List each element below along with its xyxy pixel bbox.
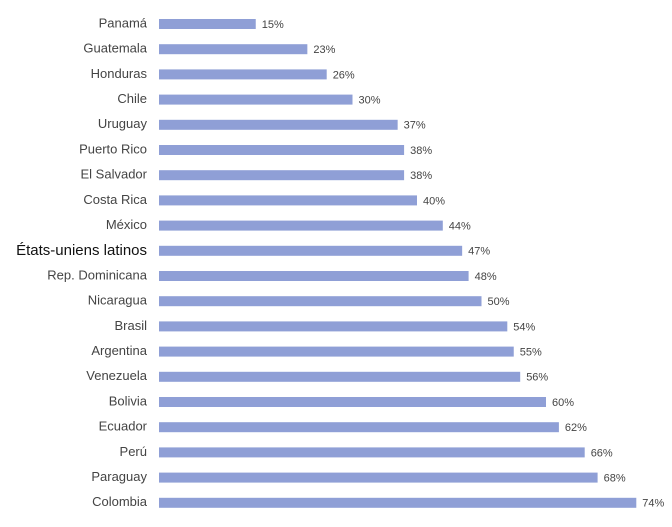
category-label: Ecuador bbox=[99, 419, 148, 434]
value-label: 44% bbox=[449, 221, 471, 233]
category-label: Paraguay bbox=[91, 469, 147, 484]
value-label: 50% bbox=[488, 296, 510, 308]
bar bbox=[159, 119, 398, 130]
bar bbox=[159, 472, 598, 483]
category-label: Guatemala bbox=[83, 41, 147, 56]
bar bbox=[159, 69, 327, 80]
value-label: 60% bbox=[552, 397, 574, 409]
bar bbox=[159, 397, 546, 407]
category-label: Puerto Rico bbox=[79, 141, 147, 156]
value-label: 37% bbox=[404, 120, 426, 132]
value-label: 54% bbox=[513, 321, 535, 333]
bar bbox=[159, 220, 443, 231]
value-label: 56% bbox=[526, 372, 548, 384]
category-label: Argentina bbox=[91, 343, 147, 358]
bar bbox=[159, 321, 508, 332]
bar bbox=[159, 170, 405, 181]
category-label: Rep. Dominicana bbox=[47, 267, 147, 282]
bar bbox=[159, 195, 417, 206]
category-label: Nicaragua bbox=[88, 293, 148, 308]
category-label: Costa Rica bbox=[83, 192, 147, 207]
value-label: 62% bbox=[565, 422, 587, 434]
bar bbox=[159, 447, 585, 458]
category-label: Honduras bbox=[91, 66, 148, 81]
category-label: Bolivia bbox=[109, 393, 148, 408]
value-label: 40% bbox=[423, 195, 445, 207]
bar bbox=[159, 371, 521, 382]
bar bbox=[159, 497, 637, 508]
value-label: 66% bbox=[591, 447, 613, 459]
bar bbox=[159, 19, 256, 29]
category-label: Colombia bbox=[92, 494, 148, 509]
value-label: 48% bbox=[475, 271, 497, 283]
value-label: 15% bbox=[262, 19, 284, 31]
bar bbox=[159, 346, 514, 357]
bar bbox=[159, 44, 308, 55]
value-label: 68% bbox=[604, 473, 626, 485]
category-label: Uruguay bbox=[98, 116, 148, 131]
category-label: Brasil bbox=[114, 318, 147, 333]
bar bbox=[159, 94, 353, 105]
value-label: 26% bbox=[333, 69, 355, 81]
category-label: Perú bbox=[120, 444, 147, 459]
bar bbox=[159, 296, 482, 307]
value-label: 55% bbox=[520, 347, 542, 359]
bar bbox=[159, 422, 559, 433]
category-label: Panamá bbox=[99, 15, 148, 30]
category-label: El Salvador bbox=[81, 167, 148, 182]
value-label: 30% bbox=[359, 95, 381, 107]
value-label: 23% bbox=[313, 44, 335, 56]
bar bbox=[159, 145, 405, 155]
value-label: 38% bbox=[410, 145, 432, 157]
value-label: 74% bbox=[642, 498, 664, 510]
category-label: Venezuela bbox=[86, 368, 147, 383]
category-label: México bbox=[106, 217, 147, 232]
category-label: Chile bbox=[117, 91, 147, 106]
bar bbox=[159, 245, 463, 256]
bar bbox=[159, 271, 469, 281]
value-label: 47% bbox=[468, 246, 490, 258]
value-label: 38% bbox=[410, 170, 432, 182]
category-label: États-uniens latinos bbox=[16, 242, 147, 259]
